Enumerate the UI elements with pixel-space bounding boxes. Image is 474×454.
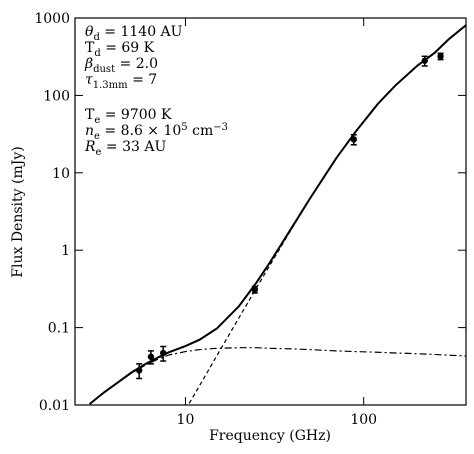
annotation: ne = 8.6 × 105 cm−3 (85, 122, 228, 142)
x-tick-label: 10 (177, 412, 195, 428)
annotation: Td = 69 K (85, 40, 155, 59)
annotation-text: = 9700 K (100, 107, 172, 123)
annotation-symbol: β (84, 56, 93, 72)
y-tick-label: 0.1 (48, 321, 70, 337)
annotation-symbol: T (85, 40, 95, 56)
model-curve (188, 24, 466, 404)
model-curve (89, 24, 466, 405)
annotation-symbol: R (84, 139, 96, 155)
annotation-subscript: 1.3mm (93, 80, 128, 91)
annotation-text: = 7 (128, 72, 158, 88)
annotation-text: cm (188, 123, 214, 139)
annotation-subscript: d (94, 48, 101, 59)
data-point (159, 349, 167, 357)
annotation-superscript: 5 (181, 122, 187, 133)
data-point (421, 57, 428, 64)
annotation-subscript: d (93, 32, 100, 43)
annotation-symbol: θ (85, 24, 94, 40)
annotation: βdust = 2.0 (84, 56, 158, 75)
data-point (251, 286, 259, 293)
annotation: Re = 33 AU (84, 139, 166, 158)
x-axis-label: Frequency (GHz) (209, 428, 331, 444)
annotation-symbol: τ (85, 72, 93, 88)
annotation: Te = 9700 K (85, 107, 172, 126)
annotation-text: = 2.0 (115, 56, 158, 72)
annotation-subscript: dust (93, 64, 115, 75)
annotation-text: = 1140 AU (100, 24, 183, 40)
annotation-subscript: e (96, 147, 102, 158)
annotation: τ1.3mm = 7 (85, 72, 157, 91)
annotation-symbol: n (85, 123, 94, 139)
y-tick-label: 0.01 (39, 398, 70, 414)
annotation-subscript: e (94, 115, 100, 126)
plot-frame (74, 17, 467, 406)
annotation-subscript: e (94, 131, 100, 142)
model-curve (89, 347, 466, 405)
annotation-symbol: T (85, 107, 95, 123)
annotation-text: = 8.6 × 10 (100, 123, 181, 139)
annotation-text: = 33 AU (101, 139, 166, 155)
annotation: θd = 1140 AU (85, 24, 183, 43)
data-point (147, 353, 155, 360)
y-tick-label: 1 (61, 243, 70, 259)
data-point (135, 367, 143, 374)
data-point (350, 136, 357, 143)
y-axis-label: Flux Density (mJy) (10, 146, 26, 277)
y-tick-label: 100 (43, 88, 70, 104)
x-tick-label: 100 (350, 412, 377, 428)
annotation-text: = 69 K (101, 40, 155, 56)
y-tick-label: 1000 (34, 11, 70, 27)
y-tick-label: 10 (52, 166, 70, 182)
data-point (437, 53, 444, 60)
annotation-superscript: −3 (213, 122, 228, 133)
